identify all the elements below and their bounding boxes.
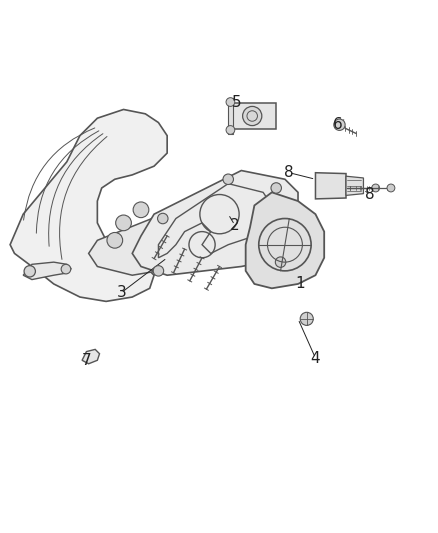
Polygon shape bbox=[88, 205, 228, 275]
Circle shape bbox=[226, 98, 234, 107]
Circle shape bbox=[107, 232, 122, 248]
Circle shape bbox=[116, 215, 131, 231]
Circle shape bbox=[133, 202, 148, 217]
Polygon shape bbox=[23, 262, 71, 280]
Polygon shape bbox=[132, 171, 297, 275]
Text: 8: 8 bbox=[284, 165, 293, 180]
Circle shape bbox=[371, 184, 379, 192]
Circle shape bbox=[61, 264, 71, 274]
Text: 7: 7 bbox=[81, 353, 91, 368]
Circle shape bbox=[270, 183, 281, 193]
Polygon shape bbox=[228, 98, 232, 134]
Polygon shape bbox=[345, 176, 363, 196]
Circle shape bbox=[242, 107, 261, 126]
Text: 3: 3 bbox=[116, 285, 126, 300]
Polygon shape bbox=[245, 192, 323, 288]
Circle shape bbox=[157, 213, 168, 224]
Text: 5: 5 bbox=[232, 95, 241, 110]
Text: 8: 8 bbox=[364, 187, 374, 202]
Circle shape bbox=[223, 174, 233, 184]
Text: 1: 1 bbox=[295, 277, 304, 292]
Circle shape bbox=[226, 126, 234, 134]
Circle shape bbox=[386, 184, 394, 192]
Circle shape bbox=[333, 119, 344, 131]
Circle shape bbox=[153, 265, 163, 276]
Text: 6: 6 bbox=[332, 117, 341, 132]
Polygon shape bbox=[232, 103, 276, 129]
Polygon shape bbox=[315, 173, 345, 199]
Circle shape bbox=[24, 265, 35, 277]
Circle shape bbox=[300, 312, 313, 325]
Polygon shape bbox=[10, 109, 167, 301]
Text: 4: 4 bbox=[310, 351, 320, 366]
Text: 2: 2 bbox=[230, 217, 239, 232]
Circle shape bbox=[275, 257, 285, 268]
Polygon shape bbox=[82, 350, 99, 364]
